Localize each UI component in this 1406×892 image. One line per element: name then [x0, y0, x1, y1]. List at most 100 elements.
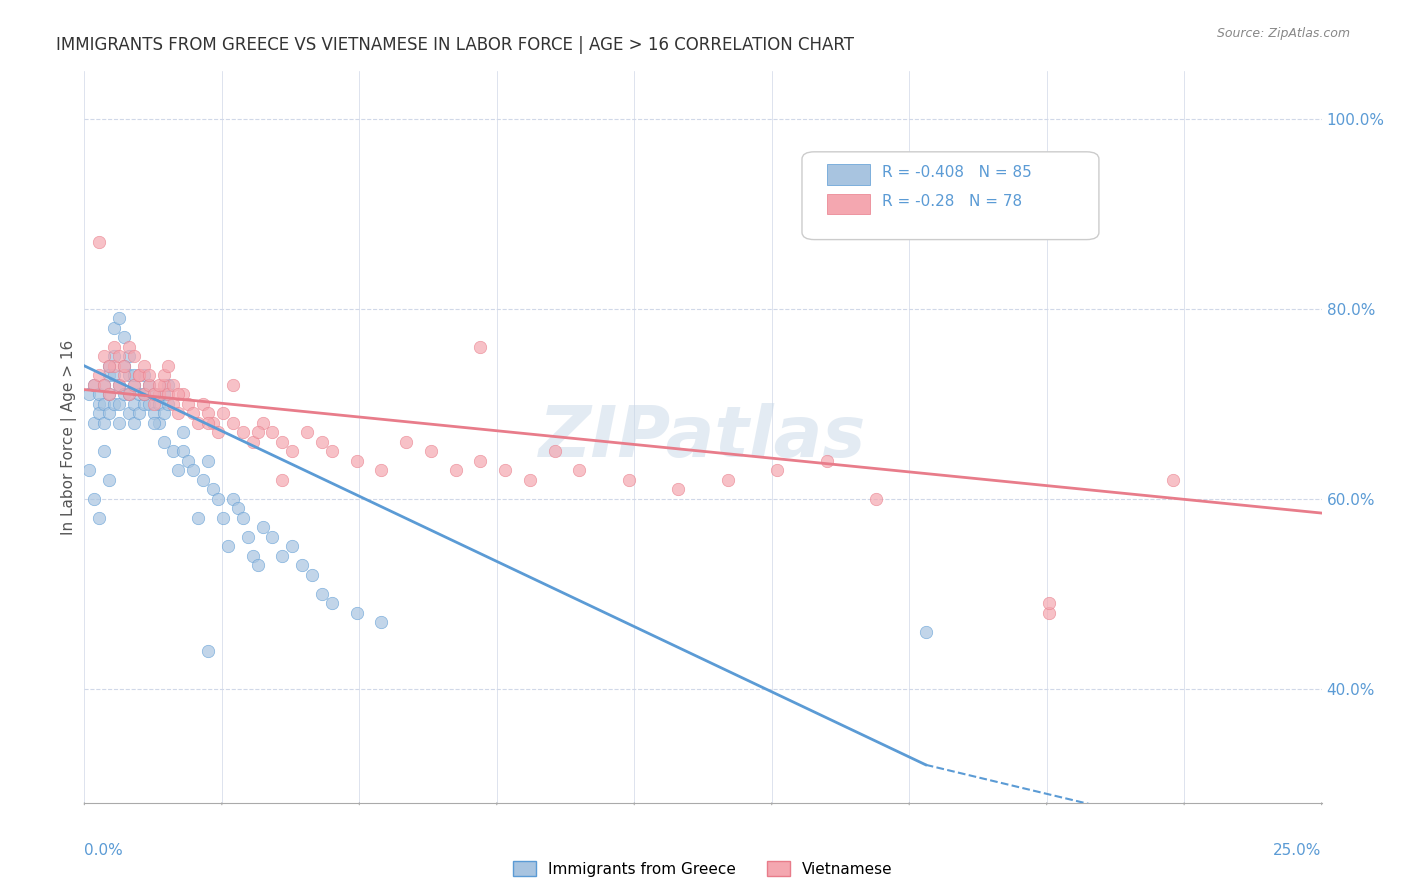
Point	[191, 397, 214, 411]
Point	[93, 397, 115, 411]
Text: IMMIGRANTS FROM GREECE VS VIETNAMESE IN LABOR FORCE | AGE > 16 CORRELATION CHART: IMMIGRANTS FROM GREECE VS VIETNAMESE IN …	[56, 36, 855, 54]
Point	[103, 340, 125, 354]
Point	[311, 587, 333, 601]
Point	[152, 434, 174, 449]
Point	[242, 549, 264, 563]
Point	[187, 416, 209, 430]
Point	[271, 473, 294, 487]
Point	[122, 368, 145, 383]
Point	[98, 473, 121, 487]
Point	[138, 377, 160, 392]
Point	[122, 377, 145, 392]
Point	[311, 434, 333, 449]
Point	[370, 615, 392, 630]
Point	[112, 359, 135, 373]
Point	[93, 377, 115, 392]
Point	[122, 377, 145, 392]
Point	[83, 491, 105, 506]
Point	[232, 425, 254, 440]
Point	[152, 368, 174, 383]
Point	[181, 406, 204, 420]
Point	[142, 406, 165, 420]
Point	[98, 387, 121, 401]
Point	[346, 606, 368, 620]
Point	[222, 491, 245, 506]
Text: R = -0.28   N = 78: R = -0.28 N = 78	[883, 194, 1022, 209]
Point	[98, 359, 121, 373]
Point	[89, 387, 111, 401]
Point	[157, 359, 180, 373]
Point	[470, 340, 492, 354]
Point	[232, 511, 254, 525]
Text: R = -0.408   N = 85: R = -0.408 N = 85	[883, 165, 1032, 180]
Point	[370, 463, 392, 477]
Point	[142, 387, 165, 401]
Point	[301, 567, 323, 582]
Point	[142, 397, 165, 411]
Point	[197, 454, 219, 468]
Point	[118, 387, 141, 401]
Point	[148, 416, 170, 430]
Point	[281, 444, 304, 458]
Point	[1038, 606, 1060, 620]
Point	[222, 416, 245, 430]
Point	[419, 444, 441, 458]
Point	[83, 416, 105, 430]
Point	[321, 596, 343, 610]
Point	[202, 416, 225, 430]
Point	[187, 511, 209, 525]
Point	[132, 368, 155, 383]
Point	[128, 368, 150, 383]
Point	[271, 549, 294, 563]
Point	[118, 406, 141, 420]
Point	[132, 387, 155, 401]
Point	[148, 387, 170, 401]
Point	[395, 434, 418, 449]
Text: 0.0%: 0.0%	[84, 843, 124, 858]
Point	[112, 368, 135, 383]
Bar	[827, 164, 870, 185]
Point	[122, 416, 145, 430]
Point	[138, 368, 160, 383]
Point	[132, 397, 155, 411]
Point	[177, 454, 200, 468]
Point	[246, 558, 269, 573]
Point	[157, 397, 180, 411]
Point	[112, 387, 135, 401]
Point	[246, 425, 269, 440]
Point	[865, 491, 887, 506]
Point	[162, 444, 184, 458]
Point	[103, 359, 125, 373]
Point	[148, 377, 170, 392]
Point	[157, 387, 180, 401]
Point	[128, 406, 150, 420]
Point	[152, 387, 174, 401]
Point	[89, 397, 111, 411]
Point	[202, 483, 225, 497]
Point	[262, 530, 284, 544]
Point	[89, 406, 111, 420]
Point	[1038, 596, 1060, 610]
Point	[83, 377, 105, 392]
Point	[93, 416, 115, 430]
Point	[118, 387, 141, 401]
Point	[152, 377, 174, 392]
Point	[103, 397, 125, 411]
Point	[914, 624, 936, 639]
Point	[666, 483, 689, 497]
Point	[142, 416, 165, 430]
Point	[766, 463, 789, 477]
Point	[98, 359, 121, 373]
FancyBboxPatch shape	[801, 152, 1099, 240]
Point	[152, 406, 174, 420]
Point	[167, 387, 190, 401]
Point	[291, 558, 314, 573]
Point	[112, 330, 135, 344]
Point	[108, 349, 131, 363]
Point	[148, 397, 170, 411]
Point	[252, 416, 274, 430]
Point	[138, 397, 160, 411]
Point	[346, 454, 368, 468]
Point	[138, 377, 160, 392]
Point	[197, 644, 219, 658]
